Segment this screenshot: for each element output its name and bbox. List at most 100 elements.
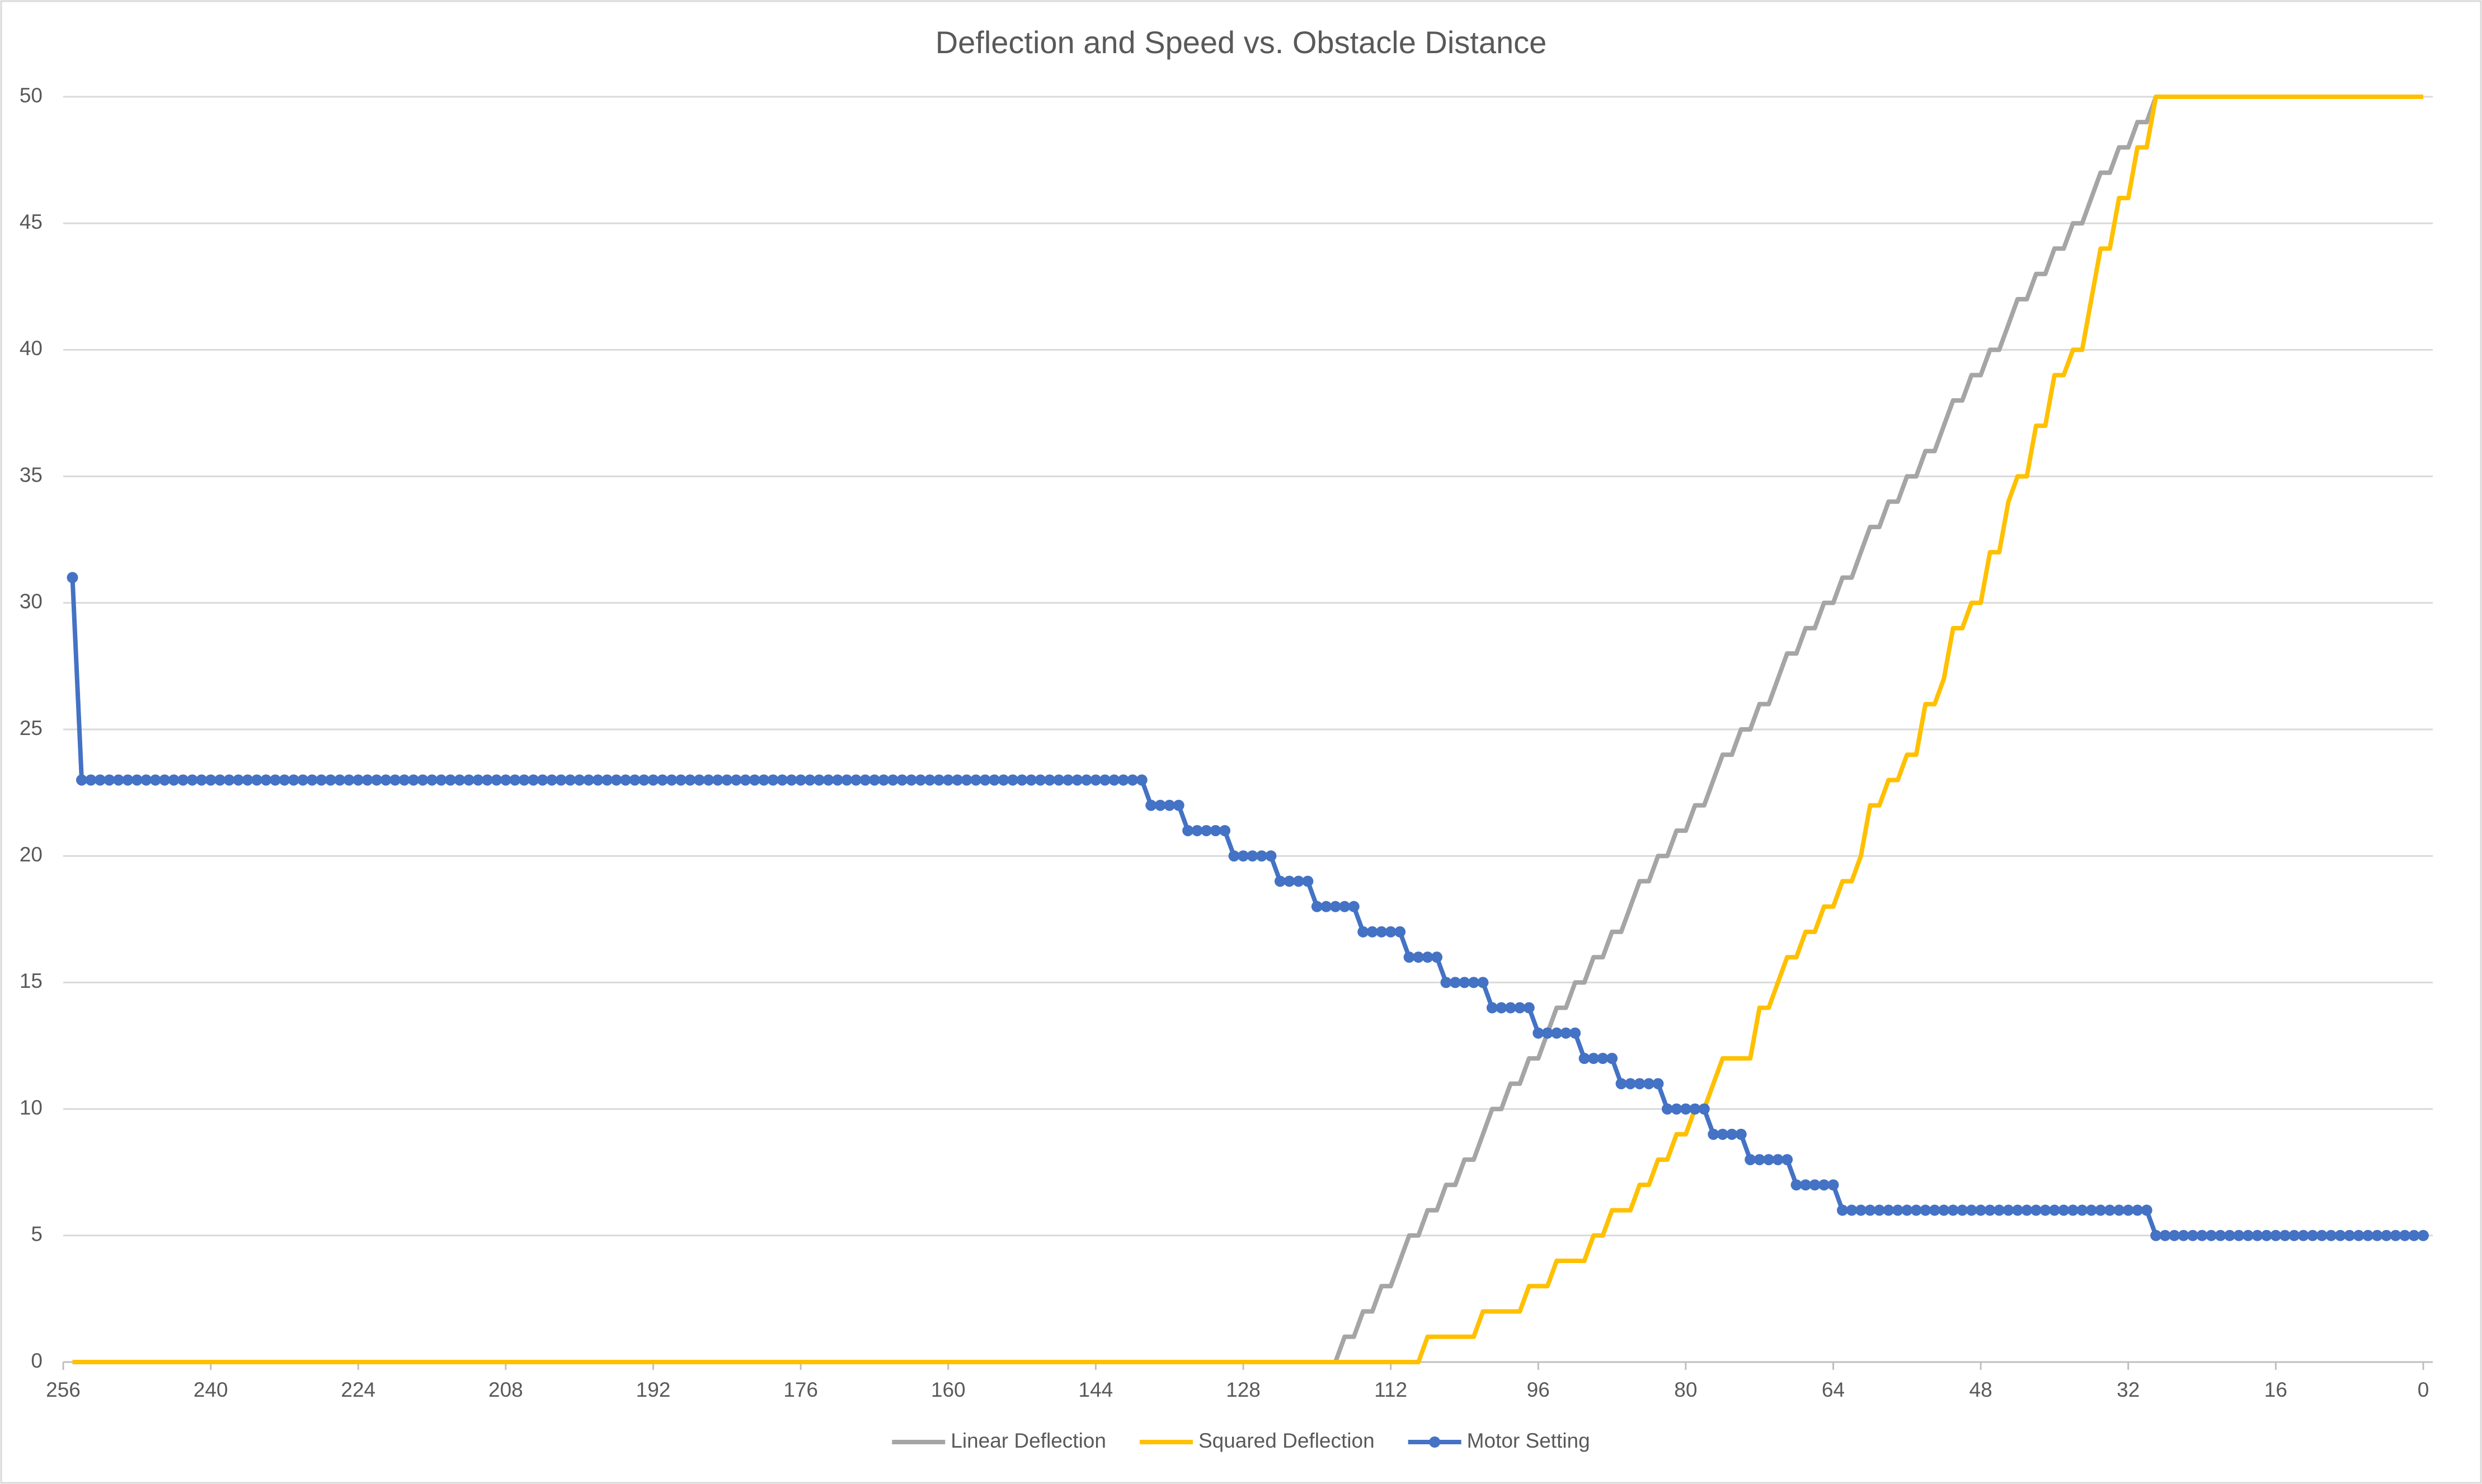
data-point — [1661, 1103, 1673, 1115]
data-point — [2242, 1229, 2254, 1241]
x-tick-label: 224 — [341, 1378, 375, 1401]
x-tick-label: 32 — [2117, 1378, 2140, 1401]
data-point — [693, 774, 705, 786]
data-point — [2159, 1229, 2171, 1241]
data-point — [2132, 1204, 2143, 1216]
x-tick-label: 16 — [2264, 1378, 2287, 1401]
data-point — [1413, 951, 1425, 963]
data-point — [1274, 875, 1286, 887]
data-point — [491, 774, 502, 786]
data-point — [454, 774, 466, 786]
data-point — [1533, 1027, 1544, 1039]
data-point — [223, 774, 235, 786]
data-point — [2307, 1229, 2319, 1241]
data-point — [1569, 1027, 1581, 1039]
data-point — [159, 774, 171, 786]
data-point — [1210, 825, 1221, 836]
data-point — [1247, 850, 1258, 862]
data-point — [1302, 875, 1314, 887]
data-point — [2095, 1204, 2107, 1216]
data-point — [1680, 1103, 1691, 1115]
y-tick-label: 0 — [31, 1349, 43, 1372]
x-tick-label: 96 — [1527, 1378, 1550, 1401]
data-point — [583, 774, 595, 786]
data-point — [979, 774, 991, 786]
legend-label: Motor Setting — [1467, 1429, 1590, 1452]
data-point — [94, 774, 106, 786]
data-point — [2353, 1229, 2365, 1241]
data-point — [1634, 1078, 1646, 1090]
data-point — [2058, 1204, 2070, 1216]
data-point — [2150, 1229, 2162, 1241]
data-point — [205, 774, 217, 786]
data-point — [112, 774, 124, 786]
data-point — [1284, 875, 1295, 887]
data-point — [2297, 1229, 2309, 1241]
data-point — [85, 774, 97, 786]
data-point — [610, 774, 622, 786]
data-point — [1809, 1179, 1821, 1191]
data-point — [712, 774, 723, 786]
data-point — [647, 774, 659, 786]
data-point — [1385, 926, 1397, 937]
data-point — [878, 774, 890, 786]
data-point — [749, 774, 760, 786]
data-point — [1496, 1002, 1507, 1014]
data-point — [2334, 1229, 2346, 1241]
data-point — [334, 774, 346, 786]
data-point — [2206, 1229, 2217, 1241]
data-point — [1403, 951, 1415, 963]
data-point — [1781, 1154, 1793, 1166]
x-tick-label: 0 — [2418, 1378, 2429, 1401]
data-point — [1873, 1204, 1885, 1216]
data-point — [131, 774, 143, 786]
data-point — [546, 774, 558, 786]
x-tick-label: 128 — [1226, 1378, 1261, 1401]
data-point — [1053, 774, 1065, 786]
data-point — [1597, 1053, 1609, 1064]
data-point — [777, 774, 788, 786]
data-point — [343, 774, 355, 786]
data-point — [1099, 774, 1111, 786]
data-point — [528, 774, 539, 786]
data-point — [1090, 774, 1102, 786]
legend-item: Squared Deflection — [1139, 1429, 1375, 1452]
data-point — [1855, 1204, 1867, 1216]
data-point — [2371, 1229, 2383, 1241]
data-point — [1717, 1128, 1728, 1140]
data-point — [1292, 875, 1304, 887]
data-point — [177, 774, 189, 786]
data-point — [76, 774, 87, 786]
data-point — [1348, 901, 1360, 912]
data-point — [2048, 1204, 2060, 1216]
data-point — [2067, 1204, 2079, 1216]
data-point — [1578, 1053, 1590, 1064]
data-point — [352, 774, 364, 786]
data-point — [555, 774, 567, 786]
data-point — [2288, 1229, 2300, 1241]
data-point — [2104, 1204, 2116, 1216]
y-tick-label: 20 — [20, 843, 43, 866]
data-point — [933, 774, 945, 786]
data-point — [1265, 850, 1277, 862]
data-point — [1339, 901, 1351, 912]
data-point — [1745, 1154, 1756, 1166]
data-point — [2076, 1204, 2088, 1216]
data-point — [684, 774, 696, 786]
data-point — [2279, 1229, 2291, 1241]
data-point — [1228, 850, 1240, 862]
data-point — [2325, 1229, 2337, 1241]
data-point — [371, 774, 383, 786]
data-point — [2260, 1229, 2272, 1241]
data-point — [814, 774, 825, 786]
data-point — [832, 774, 844, 786]
data-point — [1892, 1204, 1903, 1216]
data-point — [1477, 977, 1489, 988]
data-point — [2362, 1229, 2374, 1241]
data-point — [2122, 1204, 2134, 1216]
data-point — [398, 774, 410, 786]
y-tick-label: 10 — [20, 1096, 43, 1119]
data-point — [565, 774, 576, 786]
data-point — [1062, 774, 1074, 786]
